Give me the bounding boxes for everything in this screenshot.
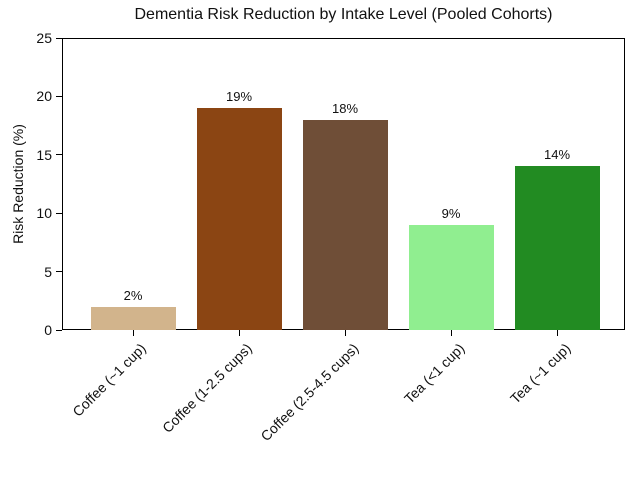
x-tick-mark: [556, 330, 558, 336]
bar: [90, 306, 176, 330]
bar-value-label: 19%: [225, 89, 253, 105]
y-axis-label: Risk Reduction (%): [10, 124, 26, 244]
x-tick-mark: [238, 330, 240, 336]
y-tick-mark: [56, 271, 62, 273]
y-tick-label: 20: [36, 88, 52, 105]
y-tick-mark: [56, 212, 62, 214]
y-tick-mark: [56, 37, 62, 39]
y-tick-label: 15: [36, 146, 52, 163]
bar-value-label: 9%: [441, 205, 461, 221]
x-tick-mark: [450, 330, 452, 336]
x-tick-label: Tea (~1 cup): [506, 340, 574, 407]
bar-value-label: 2%: [123, 287, 143, 303]
bar: [302, 119, 388, 330]
y-tick-mark: [56, 329, 62, 331]
chart-title: Dementia Risk Reduction by Intake Level …: [134, 6, 553, 23]
x-tick-label: Coffee (2.5-4.5 cups): [257, 340, 362, 445]
bar-value-label: 18%: [331, 100, 359, 116]
bar-value-label: 14%: [543, 147, 571, 163]
bar: [196, 108, 282, 330]
x-tick-mark: [344, 330, 346, 336]
bar: [408, 224, 494, 330]
y-tick-mark: [56, 95, 62, 97]
y-tick-mark: [56, 154, 62, 156]
y-tick-label: 25: [36, 30, 52, 46]
y-tick-label: 0: [44, 322, 52, 338]
y-tick-label: 10: [36, 205, 52, 222]
bar: [514, 166, 600, 330]
x-tick-label: Coffee (1-2.5 cups): [159, 340, 256, 436]
y-tick-label: 5: [44, 263, 52, 280]
x-tick-label: Tea (<1 cup): [400, 340, 468, 407]
x-tick-label: Coffee (~1 cup): [69, 340, 150, 420]
x-tick-mark: [132, 330, 134, 336]
